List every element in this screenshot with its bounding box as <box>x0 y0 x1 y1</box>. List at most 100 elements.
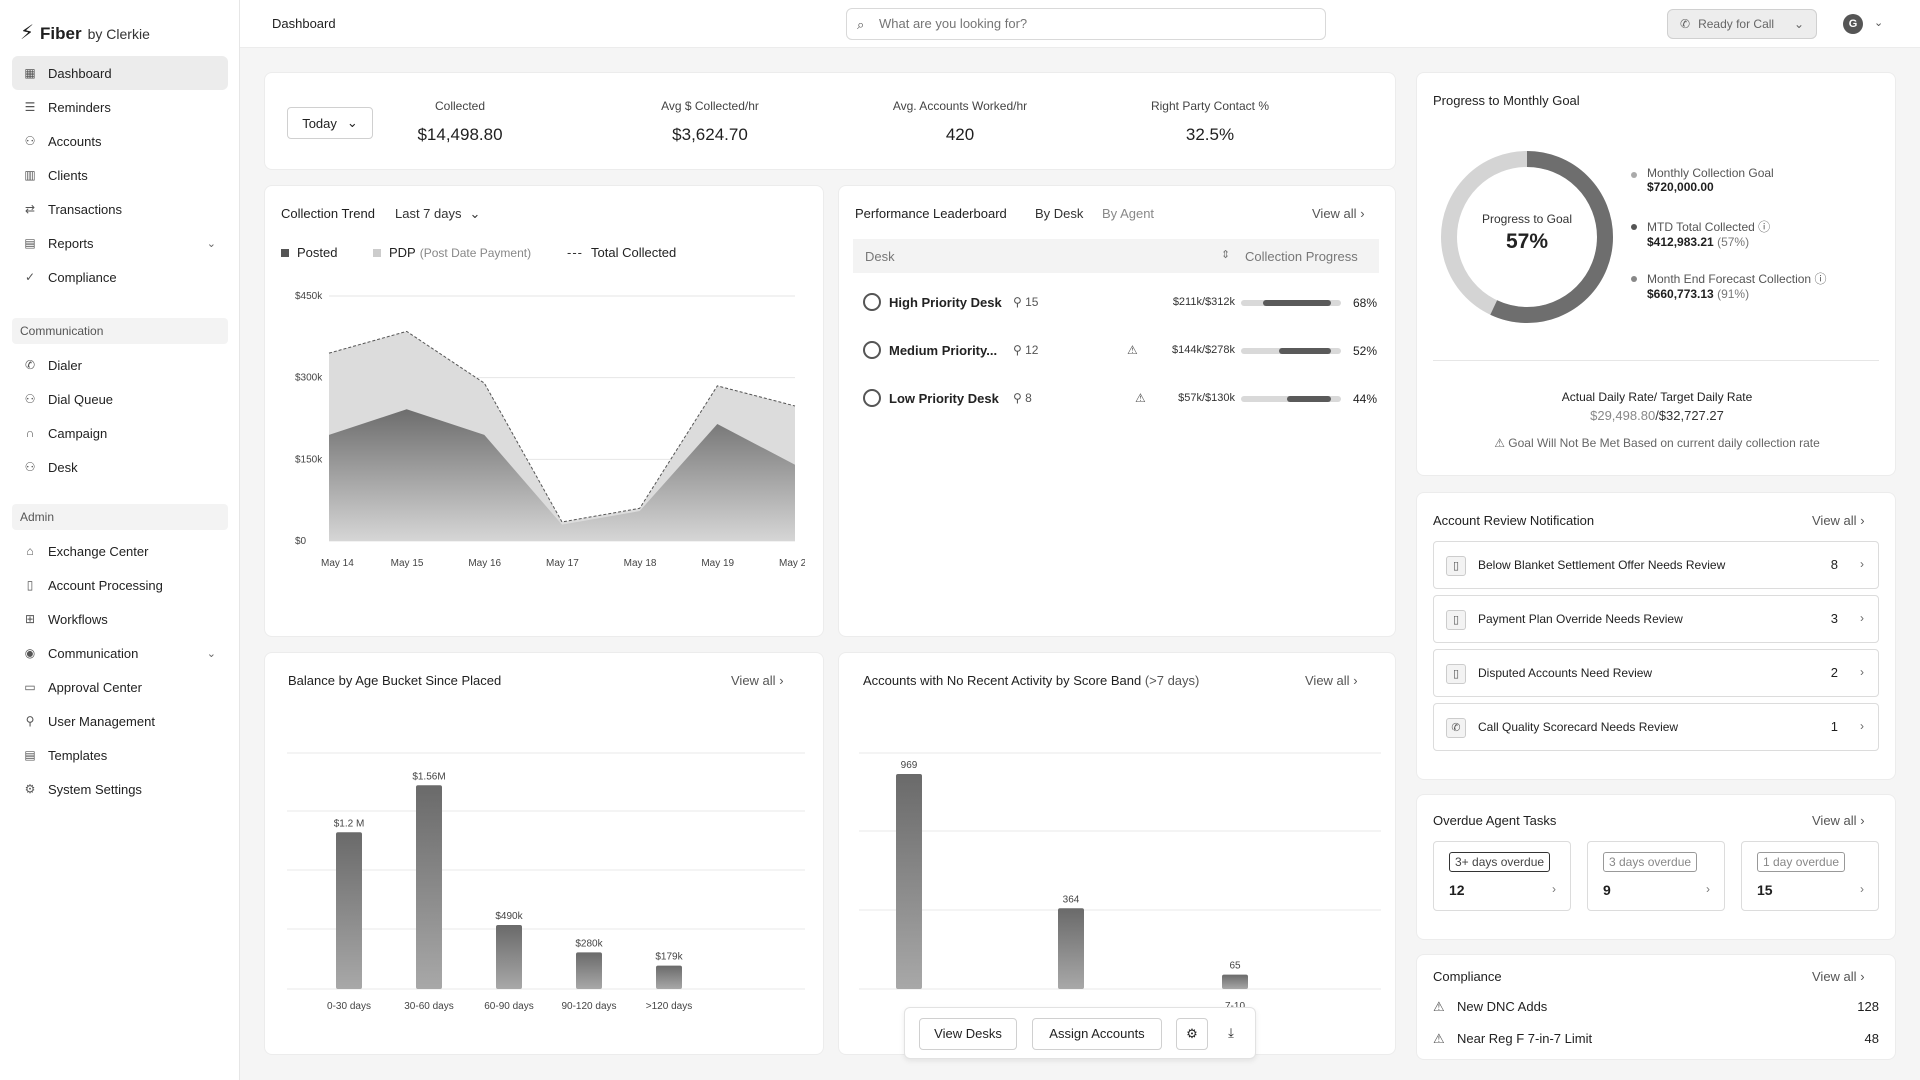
x-tick-label: May 17 <box>546 558 579 569</box>
x-tick-label: 7-10 <box>1225 1001 1245 1012</box>
task-box[interactable]: 1 day overdue 15 › <box>1741 841 1879 911</box>
daily-rate-label: Actual Daily Rate/ Target Daily Rate <box>1561 390 1753 404</box>
settings-icon[interactable]: ⚙ <box>1176 1018 1208 1050</box>
chevron-right-icon: › <box>779 673 784 688</box>
report-icon: ▤ <box>24 236 36 250</box>
sort-icon[interactable]: ⇕ <box>1221 249 1231 261</box>
users-icon: ⚇ <box>24 134 36 148</box>
table-row[interactable]: Low Priority Desk ⚲ 8 ⚠ $57k/$130k 44% <box>853 383 1379 413</box>
leaderboard-header: Desk ⇕ Collection Progress <box>853 239 1379 273</box>
bar <box>336 832 362 989</box>
column-progress: Collection Progress <box>1245 249 1358 264</box>
table-row[interactable]: High Priority Desk ⚲ 15 $211k/$312k 68% <box>853 287 1379 317</box>
sidebar-item-compliance[interactable]: ✓ Compliance <box>12 260 228 294</box>
card-title: Compliance <box>1433 969 1502 984</box>
review-row[interactable]: ▯ Below Blanket Settlement Offer Needs Re… <box>1433 541 1879 589</box>
sidebar-item-dialer[interactable]: ✆ Dialer <box>12 348 228 382</box>
view-all-link[interactable]: View all › <box>1812 969 1865 984</box>
info-icon[interactable]: ⓘ <box>1814 272 1827 286</box>
legend-swatch <box>373 248 381 257</box>
tab-by-agent[interactable]: By Agent <box>1102 206 1155 221</box>
page-title: Dashboard <box>272 16 336 31</box>
sidebar-item-user-management[interactable]: ⚲ User Management <box>12 704 228 738</box>
tab-by-desk[interactable]: By Desk <box>1035 206 1084 221</box>
x-tick-label: 60-90 days <box>484 1001 533 1012</box>
app-logo[interactable]: ⚡ Fiber by Clerkie <box>20 20 150 45</box>
task-box[interactable]: 3 days overdue 9 › <box>1587 841 1725 911</box>
sidebar-item-accounts[interactable]: ⚇ Accounts <box>12 124 228 158</box>
review-row[interactable]: ✆ Call Quality Scorecard Needs Review 1 › <box>1433 703 1879 751</box>
warning-icon: ⚠ <box>1135 391 1146 405</box>
search-input[interactable] <box>879 16 1299 31</box>
kpi-label: Collected <box>434 99 486 113</box>
user-gear-icon: ⚲ <box>25 714 35 728</box>
legend-dot <box>1631 172 1637 178</box>
column-desk: Desk <box>865 249 895 264</box>
group-icon <box>863 389 881 407</box>
x-tick-label: 30-60 days <box>404 1001 453 1012</box>
call-status-dropdown[interactable]: ✆ Ready for Call ⌄ <box>1667 9 1817 39</box>
chevron-down-icon[interactable]: ⌄ <box>1874 17 1884 29</box>
kpi-value: 32.5% <box>1185 125 1235 144</box>
document-icon: ▯ <box>1446 664 1466 684</box>
sidebar-item-desk[interactable]: ⚇ Desk <box>12 450 228 484</box>
sidebar-item-dashboard[interactable]: ▦ Dashboard <box>12 56 228 90</box>
trend-range-dropdown[interactable]: Last 7 days ⌄ <box>395 206 481 221</box>
card-title: Overdue Agent Tasks <box>1433 813 1557 828</box>
account-review-card: Account Review Notification View all › ▯… <box>1416 492 1896 780</box>
sidebar-item-dial-queue[interactable]: ⚇ Dial Queue <box>12 382 228 416</box>
x-tick-label: May 19 <box>701 558 734 569</box>
sidebar-item-reports[interactable]: ▤ Reports ⌄ <box>12 226 228 260</box>
kpi-label: Right Party Contact % <box>1150 99 1270 113</box>
view-desks-button[interactable]: View Desks <box>919 1018 1017 1050</box>
sidebar-item-templates[interactable]: ▤ Templates <box>12 738 228 772</box>
view-all-link[interactable]: View all › <box>1812 513 1865 528</box>
sidebar-item-communication[interactable]: ◉ Communication ⌄ <box>12 636 228 670</box>
info-icon[interactable]: ⓘ <box>1758 220 1771 234</box>
bar <box>496 925 522 989</box>
search-bar[interactable]: ⌕ <box>846 8 1326 40</box>
progress-fill <box>1279 348 1331 354</box>
assign-accounts-button[interactable]: Assign Accounts <box>1032 1018 1162 1050</box>
goal-warning: ⚠ Goal Will Not Be Met Based on current … <box>1494 436 1820 450</box>
collapse-icon[interactable]: ⤓ <box>1217 1018 1245 1050</box>
sidebar-item-workflows[interactable]: ⊞ Workflows <box>12 602 228 636</box>
avatar[interactable]: G <box>1843 14 1863 34</box>
broadcast-icon: ◉ <box>24 646 36 660</box>
collection-trend-card: Collection Trend Last 7 days ⌄ Posted PDP… <box>264 185 824 637</box>
sidebar-item-account-processing[interactable]: ▯ Account Processing <box>12 568 228 602</box>
topbar: Dashboard ⌕ ✆ Ready for Call ⌄ G ⌄ <box>240 0 1920 48</box>
view-all-link[interactable]: View all › <box>1812 813 1865 828</box>
progress-fill <box>1263 300 1331 306</box>
sidebar-item-clients[interactable]: ▥ Clients <box>12 158 228 192</box>
table-row[interactable]: Medium Priority... ⚲ 12 ⚠ $144k/$278k 52… <box>853 335 1379 365</box>
admin-nav: Admin ⌂ Exchange Center ▯ Account Processi… <box>12 504 228 806</box>
range-dropdown[interactable]: Today ⌄ <box>287 107 373 139</box>
sidebar-item-exchange-center[interactable]: ⌂ Exchange Center <box>12 534 228 568</box>
view-all-link[interactable]: View all › <box>1305 673 1358 688</box>
posted-area <box>329 409 795 541</box>
view-all-link[interactable]: View all › <box>1312 206 1365 221</box>
agent-count: ⚲ 15 <box>1013 295 1039 309</box>
review-row[interactable]: ▯ Payment Plan Override Needs Review 3 › <box>1433 595 1879 643</box>
bar <box>1222 974 1248 989</box>
sidebar-item-approval-center[interactable]: ▭ Approval Center <box>12 670 228 704</box>
bar <box>576 952 602 989</box>
kpi-card: Today ⌄ Collected $14,498.80 Avg $ Colle… <box>264 72 1396 170</box>
bar-value-label: 65 <box>1229 961 1241 972</box>
progress-bar <box>1241 348 1341 354</box>
donut-progress <box>1441 151 1613 323</box>
brand-name: Fiber <box>40 24 82 43</box>
bar-value-label: 969 <box>901 760 918 771</box>
document-icon: ▯ <box>1446 556 1466 576</box>
view-all-link[interactable]: View all › <box>731 673 784 688</box>
legend-posted: Posted <box>281 245 337 260</box>
sidebar-item-system-settings[interactable]: ⚙ System Settings <box>12 772 228 806</box>
sidebar-item-campaign[interactable]: ∩ Campaign <box>12 416 228 450</box>
task-box[interactable]: 3+ days overdue 12 › <box>1433 841 1571 911</box>
sidebar-item-reminders[interactable]: ☰ Reminders <box>12 90 228 124</box>
donut-center-label: Progress to Goal <box>1481 212 1573 226</box>
review-row[interactable]: ▯ Disputed Accounts Need Review 2 › <box>1433 649 1879 697</box>
sidebar-item-transactions[interactable]: ⇄ Transactions <box>12 192 228 226</box>
nav-group-communication: Communication <box>12 318 228 344</box>
